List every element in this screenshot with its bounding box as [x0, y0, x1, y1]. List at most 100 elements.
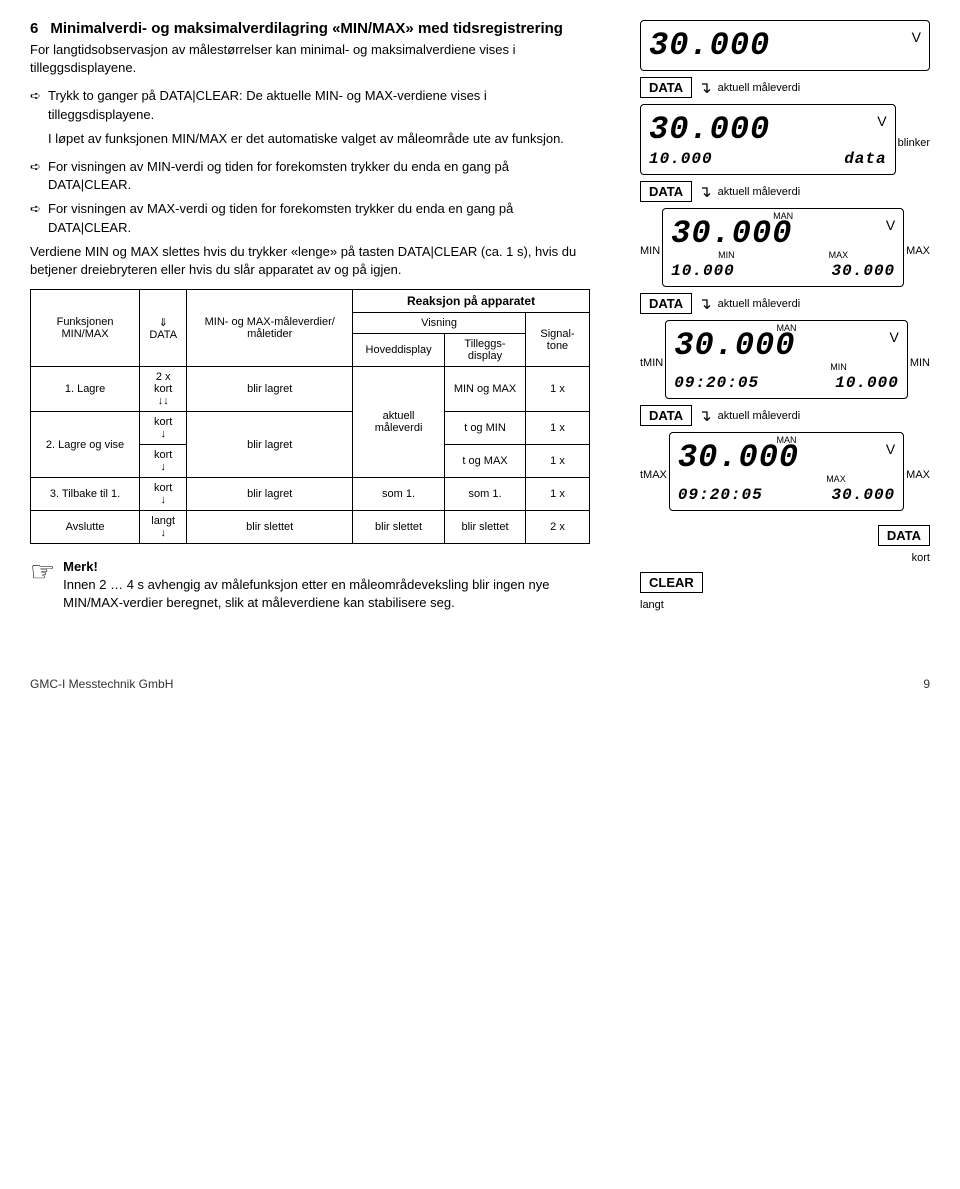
cell: blir slettet: [187, 511, 353, 544]
langt-label: langt: [640, 599, 664, 611]
note-icon: ☞: [30, 558, 55, 586]
reading-unit: V: [912, 29, 921, 45]
max-indicator: MAX: [826, 474, 846, 484]
sub-left: 10.000: [671, 262, 735, 280]
display-1: 30.000 V: [640, 20, 930, 71]
kort-label: kort: [912, 552, 930, 564]
arrow-down-icon: ↴: [698, 294, 711, 314]
tmax-label: tMAX: [640, 469, 669, 481]
sub-left: 09:20:05: [678, 486, 763, 504]
cell: 1 x: [525, 445, 589, 478]
merk-body: Innen 2 … 4 s avhengig av målefunksjon e…: [63, 576, 590, 612]
flow-label: aktuell måleverdi: [718, 410, 801, 422]
th-minmax: MIN- og MAX-måleverdier/ måletider: [187, 290, 353, 367]
min-indicator: MIN: [830, 362, 847, 372]
reading-unit: V: [886, 217, 895, 233]
cell: 1 x: [525, 367, 589, 412]
cell: kort↓: [140, 445, 187, 478]
cell: aktuell måleverdi: [353, 367, 445, 478]
min-label: MIN: [908, 357, 930, 369]
reading-main: 30.000: [649, 111, 887, 148]
cell: som 1.: [353, 478, 445, 511]
th-visning: Visning: [353, 313, 526, 334]
bullet-icon: ➪: [30, 87, 48, 123]
max-label: MAX: [904, 469, 930, 481]
cell: 1 x: [525, 412, 589, 445]
reading-main: 30.000: [649, 27, 921, 64]
flow-label: aktuell måleverdi: [718, 298, 801, 310]
sub-right: 30.000: [832, 262, 896, 280]
blinker-label: blinker: [896, 137, 930, 149]
data-button[interactable]: DATA: [878, 525, 930, 546]
sub-right: data: [844, 150, 886, 168]
bullet-icon: ➪: [30, 200, 48, 236]
bullet-1: Trykk to ganger på DATA|CLEAR: De aktuel…: [48, 87, 590, 123]
min-indicator: MIN: [718, 250, 735, 260]
section-number: 6: [30, 20, 38, 37]
data-button[interactable]: DATA: [640, 181, 692, 202]
cell: som 1.: [445, 478, 526, 511]
cell: 2 x: [525, 511, 589, 544]
data-button[interactable]: DATA: [640, 77, 692, 98]
th-hoved: Hoveddisplay: [353, 334, 445, 367]
th-funk: Funksjonen MIN/MAX: [31, 290, 140, 367]
flow-label: aktuell måleverdi: [718, 186, 801, 198]
sub-right: 30.000: [832, 486, 896, 504]
display-3: MAN 30.000 V MIN MAX 10.000 30.000: [662, 208, 904, 287]
bullet-icon: ➪: [30, 158, 48, 194]
mid-paragraph: I løpet av funksjonen MIN/MAX er det aut…: [30, 130, 590, 148]
th-reaksjon: Reaksjon på apparatet: [353, 290, 590, 313]
arrow-down-icon: ↴: [698, 182, 711, 202]
reading-unit: V: [877, 113, 886, 129]
cell: t og MIN: [445, 412, 526, 445]
th-tillegg: Tilleggs-display: [445, 334, 526, 367]
cell: blir lagret: [187, 367, 353, 412]
end-paragraph: Verdiene MIN og MAX slettes hvis du tryk…: [30, 243, 590, 279]
cell: langt↓: [140, 511, 187, 544]
data-button[interactable]: DATA: [640, 293, 692, 314]
cell: blir slettet: [353, 511, 445, 544]
max-label: MAX: [904, 245, 930, 257]
bullet-3: For visningen av MAX-verdi og tiden for …: [48, 200, 590, 236]
cell: 1. Lagre: [31, 367, 140, 412]
display-2: 30.000 V 10.000 data: [640, 104, 896, 175]
sub-left: 09:20:05: [674, 374, 759, 392]
min-label: MIN: [640, 245, 662, 257]
th-signal: Signal-tone: [525, 313, 589, 367]
merk-title: Merk!: [63, 558, 590, 576]
tmin-label: tMIN: [640, 357, 665, 369]
display-5: MAN 30.000 V MAX 09:20:05 30.000: [669, 432, 904, 511]
man-label: MAN: [777, 435, 797, 445]
cell: 2. Lagre og vise: [31, 412, 140, 478]
cell: 3. Tilbake til 1.: [31, 478, 140, 511]
cell: kort↓: [140, 478, 187, 511]
cell: t og MAX: [445, 445, 526, 478]
arrow-down-icon: ↴: [698, 406, 711, 426]
intro-paragraph: For langtidsobservasjon av målestørrelse…: [30, 41, 590, 77]
th-data: ⇓ DATA: [140, 290, 187, 367]
section-title: Minimalverdi- og maksimalverdilagring «M…: [50, 20, 563, 37]
clear-button[interactable]: CLEAR: [640, 572, 703, 593]
reaction-table: Funksjonen MIN/MAX ⇓ DATA MIN- og MAX-må…: [30, 289, 590, 544]
data-button[interactable]: DATA: [640, 405, 692, 426]
man-label: MAN: [773, 211, 793, 221]
cell: 1 x: [525, 478, 589, 511]
max-indicator: MAX: [829, 250, 849, 260]
footer-page: 9: [923, 677, 930, 691]
cell: MIN og MAX: [445, 367, 526, 412]
cell: 2 x kort↓↓: [140, 367, 187, 412]
reading-unit: V: [889, 329, 898, 345]
display-4: MAN 30.000 V MIN 09:20:05 10.000: [665, 320, 908, 399]
cell: Avslutte: [31, 511, 140, 544]
cell: blir lagret: [187, 412, 353, 478]
cell: kort↓: [140, 412, 187, 445]
cell: blir slettet: [445, 511, 526, 544]
cell: blir lagret: [187, 478, 353, 511]
sub-left: 10.000: [649, 150, 713, 168]
sub-right: 10.000: [835, 374, 899, 392]
flow-label: aktuell måleverdi: [718, 82, 801, 94]
arrow-down-icon: ↴: [698, 78, 711, 98]
footer-company: GMC-I Messtechnik GmbH: [30, 677, 173, 691]
bullet-2: For visningen av MIN-verdi og tiden for …: [48, 158, 590, 194]
reading-unit: V: [886, 441, 895, 457]
